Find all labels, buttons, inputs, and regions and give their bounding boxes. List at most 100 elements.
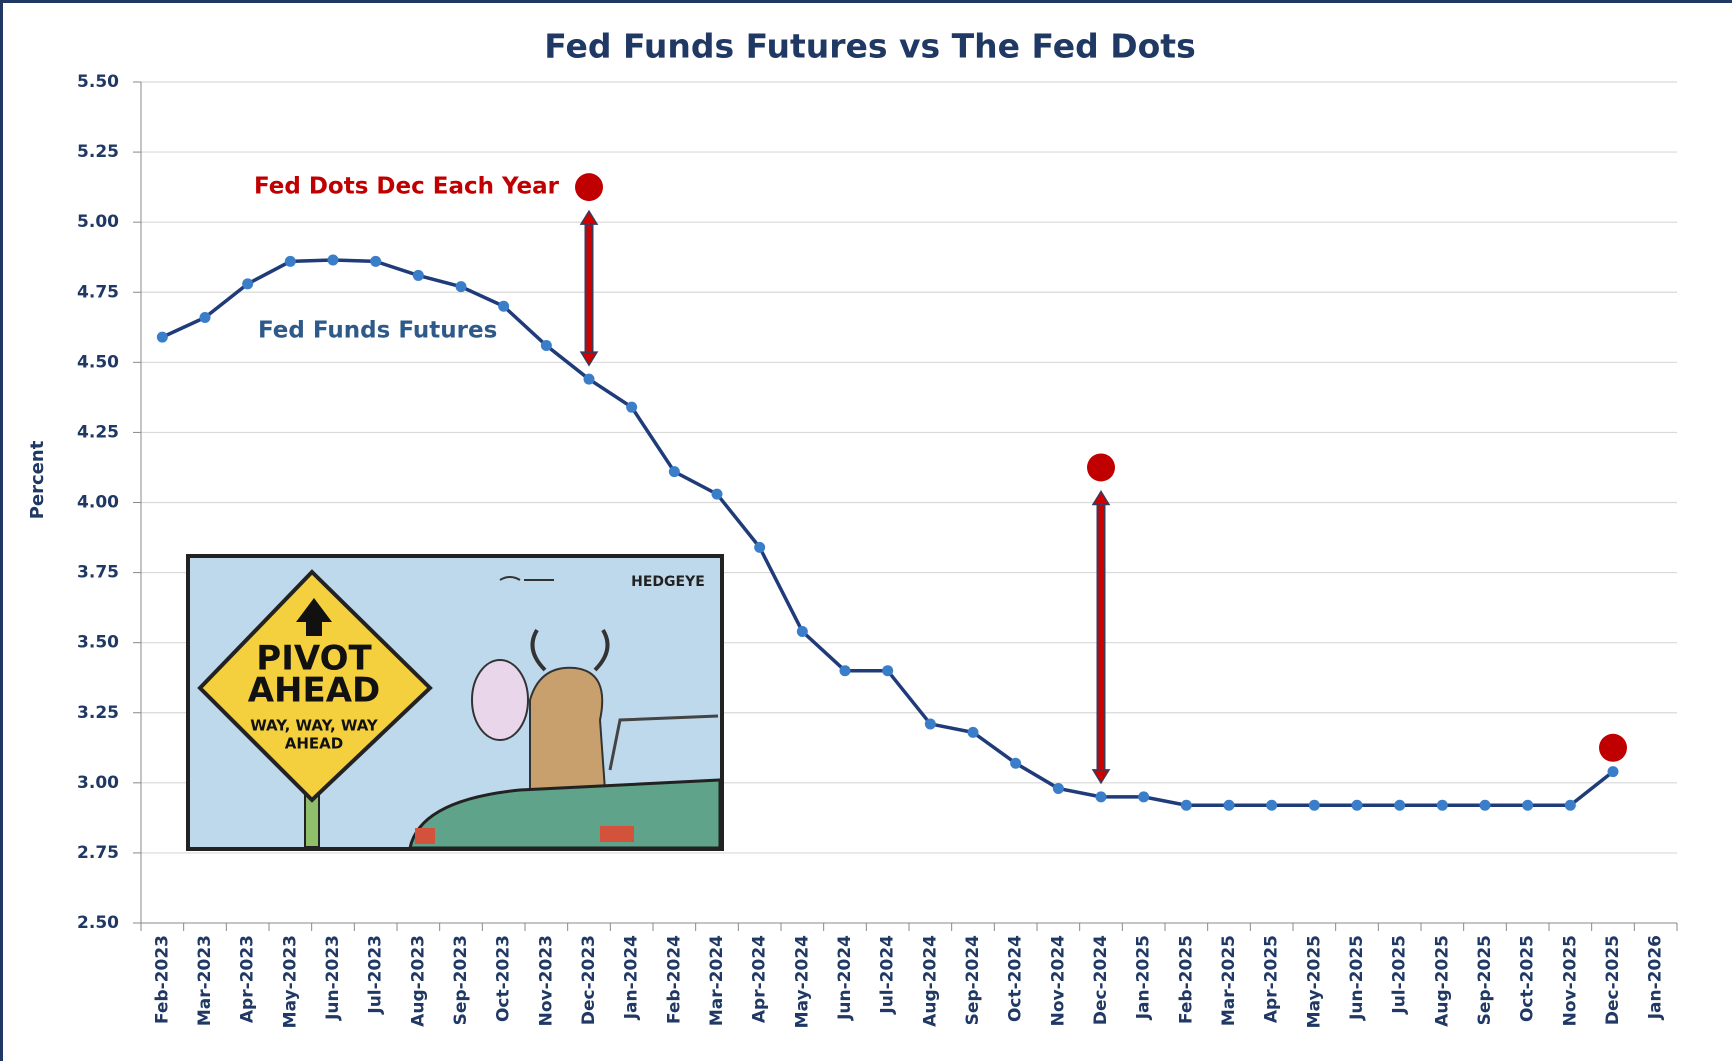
x-tick-label: Apr-2024	[750, 935, 770, 1023]
x-tick-label: Oct-2024	[1006, 935, 1026, 1022]
sign-text: WAY, WAY, WAY	[250, 717, 379, 735]
x-tick-label: Sep-2024	[963, 935, 983, 1025]
x-tick-label: May-2025	[1304, 935, 1324, 1028]
point	[668, 466, 680, 478]
point	[1095, 791, 1107, 803]
x-tick-label: Jul-2023	[366, 935, 386, 1015]
point	[284, 255, 296, 267]
x-tick-label: Jul-2025	[1390, 935, 1410, 1015]
x-tick-label: Jan-2024	[622, 935, 642, 1020]
point	[1010, 757, 1022, 769]
point	[1564, 799, 1576, 811]
point	[1607, 766, 1619, 778]
x-tick-label: Jan-2026	[1646, 935, 1666, 1020]
y-tick-label: 4.50	[77, 352, 119, 372]
point	[924, 718, 936, 730]
y-tick-label: 3.75	[77, 563, 119, 583]
y-tick-label: 5.50	[77, 72, 119, 92]
point	[242, 278, 254, 290]
cartoon-brand: HEDGEYE	[631, 574, 705, 590]
x-tick-label: Dec-2025	[1603, 935, 1623, 1025]
arrow-head	[1091, 769, 1111, 785]
x-tick-label: Aug-2025	[1432, 935, 1452, 1027]
y-axis-label: Percent	[27, 440, 48, 519]
point	[1394, 799, 1406, 811]
point	[1266, 799, 1278, 811]
y-tick-label: 5.00	[77, 212, 119, 232]
point	[711, 488, 723, 500]
point	[754, 541, 766, 553]
y-tick-label: 3.50	[77, 633, 119, 653]
sign-text: AHEAD	[285, 735, 343, 753]
cartoon-windshield	[608, 714, 719, 771]
point	[412, 269, 424, 281]
point	[882, 665, 894, 677]
point	[1180, 799, 1192, 811]
point	[1223, 799, 1235, 811]
sign-text: AHEAD	[248, 671, 381, 711]
x-tick-label: Jun-2023	[323, 935, 343, 1021]
point	[327, 254, 339, 266]
x-tick-label: Apr-2025	[1262, 935, 1282, 1023]
point	[1138, 791, 1150, 803]
point	[199, 311, 211, 323]
point	[1308, 799, 1320, 811]
point	[626, 401, 638, 413]
fed-dot	[575, 173, 603, 202]
fed-dot	[1087, 453, 1115, 482]
x-tick-label: Jun-2024	[835, 935, 855, 1021]
x-tick-label: Feb-2025	[1176, 935, 1196, 1024]
x-tick-label: Nov-2023	[536, 935, 556, 1026]
cartoon-horns	[530, 628, 610, 672]
x-tick-label: Apr-2023	[238, 935, 258, 1023]
point	[583, 373, 595, 385]
series-label: Fed Dots Dec Each Year	[254, 174, 560, 200]
point	[455, 281, 467, 293]
y-tick-label: 3.25	[77, 703, 119, 723]
x-tick-label: May-2024	[792, 935, 812, 1028]
x-tick-label: Dec-2023	[579, 935, 599, 1025]
y-tick-label: 4.25	[77, 422, 119, 442]
point	[1479, 799, 1491, 811]
y-tick-label: 5.25	[77, 142, 119, 162]
sign-text: PIVOT	[256, 639, 372, 679]
car-light	[415, 828, 435, 844]
x-tick-label: Mar-2023	[195, 935, 215, 1026]
point	[1522, 799, 1534, 811]
point	[1436, 799, 1448, 811]
point	[156, 331, 168, 343]
x-tick-label: Feb-2023	[152, 935, 172, 1024]
series-label: Fed Funds Futures	[258, 318, 497, 344]
y-tick-label: 3.00	[77, 773, 119, 793]
signature	[499, 576, 554, 581]
point	[839, 665, 851, 677]
point	[796, 625, 808, 637]
cartoon-figure	[471, 659, 529, 741]
x-tick-label: Oct-2023	[494, 935, 514, 1022]
x-tick-label: Aug-2023	[408, 935, 428, 1027]
cartoon: PIVOT AHEAD WAY, WAY, WAY AHEAD HEDGEYE	[186, 554, 724, 851]
x-tick-label: Nov-2025	[1560, 935, 1580, 1026]
sign-arrow	[296, 598, 332, 636]
point	[967, 726, 979, 738]
cartoon-bull	[529, 666, 607, 791]
car-light	[600, 826, 634, 842]
x-tick-label: Mar-2024	[707, 935, 727, 1026]
x-tick-label: Jul-2024	[878, 935, 898, 1015]
x-tick-label: Sep-2025	[1475, 935, 1495, 1025]
point	[1052, 782, 1064, 794]
arrow-head	[579, 351, 599, 367]
x-tick-label: Aug-2024	[920, 935, 940, 1027]
x-tick-label: Mar-2025	[1219, 935, 1239, 1026]
x-tick-label: Oct-2025	[1518, 935, 1538, 1022]
x-tick-label: Nov-2024	[1048, 935, 1068, 1027]
point	[498, 300, 510, 312]
point	[1351, 799, 1363, 811]
arrow-head	[579, 209, 599, 225]
x-tick-label: Sep-2023	[451, 935, 471, 1025]
x-tick-label: Feb-2024	[664, 935, 684, 1024]
point	[370, 255, 382, 267]
